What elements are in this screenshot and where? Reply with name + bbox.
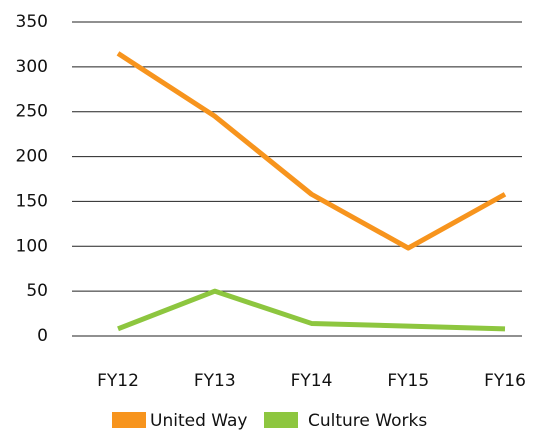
- series-line: [116, 51, 507, 251]
- y-tick-label: 50: [26, 281, 48, 301]
- x-tick-label: FY15: [387, 371, 429, 391]
- y-tick-label: 200: [16, 147, 48, 167]
- series-line: [117, 288, 506, 332]
- y-tick-label: 350: [16, 12, 48, 32]
- y-tick-label: 300: [16, 57, 48, 77]
- x-tick-label: FY12: [97, 371, 139, 391]
- y-tick-label: 250: [16, 102, 48, 122]
- x-tick-label: FY13: [194, 371, 236, 391]
- y-tick-label: 150: [16, 191, 48, 211]
- legend-label: United Way: [150, 411, 247, 431]
- y-tick-label: 0: [37, 326, 48, 346]
- x-tick-label: FY14: [291, 371, 333, 391]
- legend-label: Culture Works: [308, 411, 427, 431]
- y-tick-label: 100: [16, 236, 48, 256]
- x-tick-label: FY16: [484, 371, 526, 391]
- legend-swatch: [264, 412, 298, 428]
- legend-swatch: [112, 412, 146, 428]
